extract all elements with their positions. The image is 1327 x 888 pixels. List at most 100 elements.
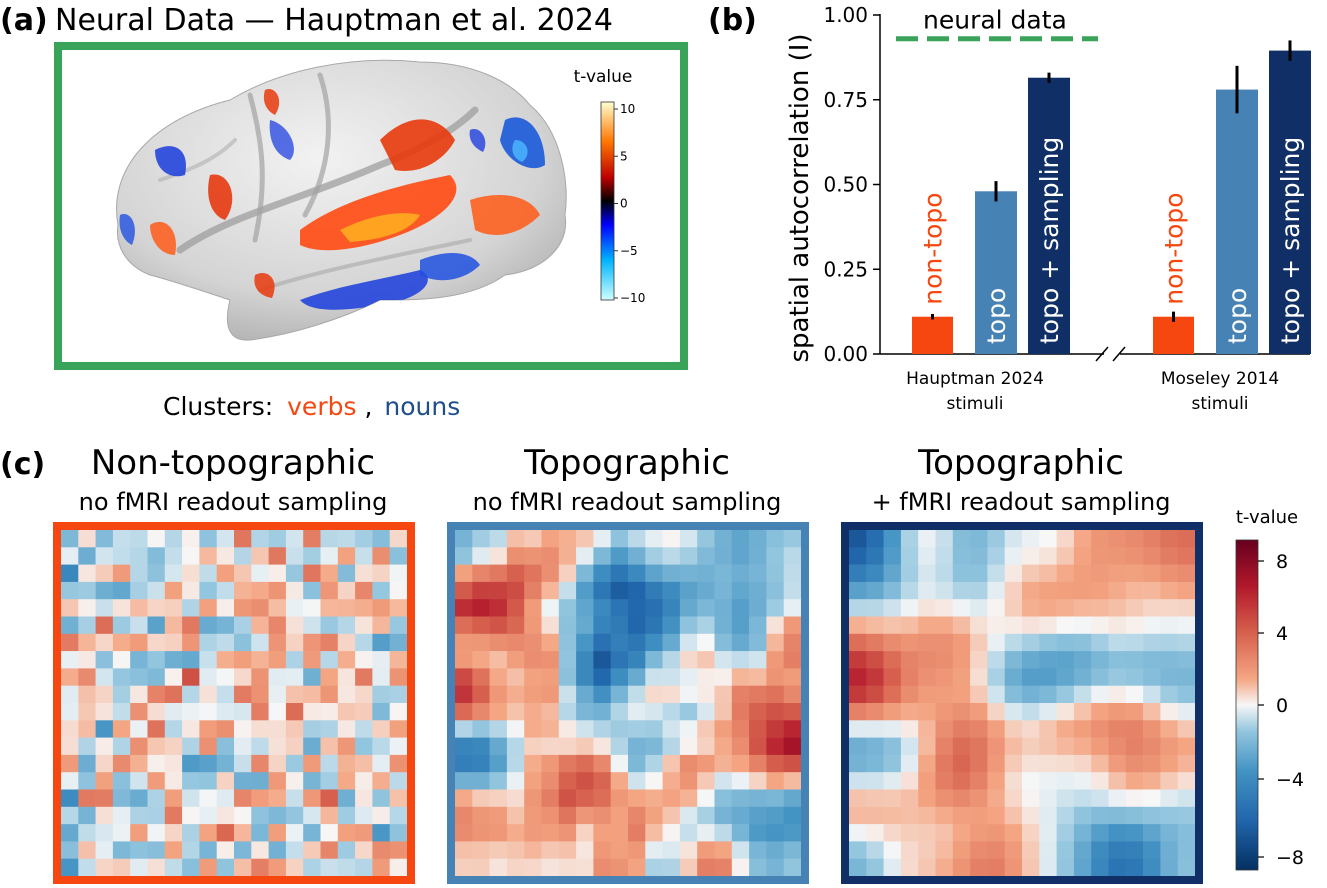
heatmap-cell — [541, 703, 560, 721]
heatmap-cell — [766, 581, 784, 600]
heatmap-cell — [506, 806, 525, 825]
heatmap-cell — [1091, 841, 1109, 859]
heatmap-cell — [883, 824, 902, 842]
heatmap-cell — [95, 806, 114, 825]
heatmap-cell — [234, 754, 252, 773]
heatmap-cell — [1039, 772, 1057, 790]
heatmap-cell — [216, 824, 235, 842]
heatmap-cell — [1125, 616, 1144, 635]
heatmap-cell — [918, 633, 936, 652]
heatmap-cell — [389, 737, 408, 756]
heatmap-cell — [61, 789, 79, 808]
heatmap-cell — [1039, 754, 1057, 773]
heatmap-cell — [1160, 789, 1178, 808]
heatmap-cell — [866, 754, 884, 773]
heatmap-cell — [900, 841, 919, 859]
heatmap-cell — [593, 530, 611, 548]
heatmap-cell — [285, 858, 304, 877]
heatmap-cell — [541, 789, 560, 808]
heatmap-cell — [766, 685, 784, 704]
heatmap-cell — [1108, 789, 1127, 808]
heatmap-cell — [251, 841, 269, 859]
heatmap-cell — [147, 530, 166, 548]
heatmap-cell — [1125, 858, 1144, 877]
heatmap-cell — [1177, 547, 1196, 565]
heatmap-cell — [576, 720, 594, 738]
heatmap-cell — [679, 754, 698, 773]
heatmap-cell — [1143, 720, 1161, 738]
heatmap-cell — [506, 547, 525, 565]
heatmap-cell — [593, 789, 611, 808]
heatmap-cell — [234, 599, 252, 617]
heatmap-cell — [130, 599, 148, 617]
heatmap-cell — [918, 530, 936, 548]
heatmap-cell — [1022, 547, 1040, 565]
heatmap-cell — [320, 841, 339, 859]
heatmap-cell — [1091, 599, 1109, 617]
heatmap-cell — [952, 754, 971, 773]
heatmap-cell — [610, 841, 629, 859]
heatmap-cell — [455, 789, 473, 808]
heatmap-cell — [355, 685, 373, 704]
heatmap-cell — [61, 668, 79, 686]
heatmap-cell — [918, 616, 936, 635]
heatmap-cell — [935, 547, 954, 565]
heatmap-cell — [952, 530, 971, 548]
heatmap-cell — [1108, 651, 1127, 669]
heatmap-cell — [731, 703, 750, 721]
heatmap-cell — [935, 633, 954, 652]
heatmap-cell — [147, 806, 166, 825]
heatmap-cell — [337, 754, 356, 773]
heatmap-cell — [1004, 720, 1023, 738]
heatmap-cell — [216, 737, 235, 756]
heatmap-cell — [78, 530, 96, 548]
heatmap-cell — [541, 581, 560, 600]
heatmap-cell — [216, 720, 235, 738]
heatmap-cell — [1073, 720, 1092, 738]
heatmap-cell — [320, 547, 339, 565]
heatmap-cell — [541, 564, 560, 583]
heatmap-cell — [866, 530, 884, 548]
heatmap-cell — [1091, 668, 1109, 686]
heatmap-cell — [130, 754, 148, 773]
heatmap-cell — [679, 564, 698, 583]
heatmap-cell — [216, 703, 235, 721]
heatmap-cell — [900, 633, 919, 652]
heatmap-cell — [472, 651, 490, 669]
heatmap-cell — [489, 824, 508, 842]
heatmap-cell — [679, 530, 698, 548]
heatmap-cell — [216, 789, 235, 808]
heatmap-cell — [593, 581, 611, 600]
heatmap-cell — [1004, 668, 1023, 686]
heatmap-cell — [455, 651, 473, 669]
heatmap-cell — [355, 841, 373, 859]
heatmap-cell — [372, 633, 390, 652]
heatmap-cell — [320, 564, 339, 583]
heatmap-cell — [714, 806, 733, 825]
heatmap-cell — [472, 685, 490, 704]
heatmap-cell — [1177, 806, 1196, 825]
heatmap-cell — [714, 789, 733, 808]
heatmap-cell — [472, 599, 490, 617]
heatmap-cell — [216, 581, 235, 600]
heatmap-cell — [182, 633, 200, 652]
heatmap-cell — [1177, 530, 1196, 548]
heatmap-cell — [1177, 564, 1196, 583]
heatmap-cell — [1125, 564, 1144, 583]
heatmap-cell — [199, 789, 217, 808]
heatmap-cell — [766, 841, 784, 859]
heatmap-cell — [78, 547, 96, 565]
heatmap-cell — [766, 737, 784, 756]
heatmap-cell — [285, 685, 304, 704]
panel-b-axis-break — [1112, 346, 1126, 362]
heatmap-cell — [1004, 547, 1023, 565]
heatmap-cell — [970, 772, 988, 790]
heatmap-cell — [576, 651, 594, 669]
heatmap-cell — [952, 841, 971, 859]
heatmap-cell — [918, 754, 936, 773]
heatmap-cell — [679, 720, 698, 738]
heatmap-cell — [1143, 685, 1161, 704]
heatmap-cell — [662, 547, 681, 565]
heatmap-cell — [182, 616, 200, 635]
heatmap-cell — [576, 530, 594, 548]
